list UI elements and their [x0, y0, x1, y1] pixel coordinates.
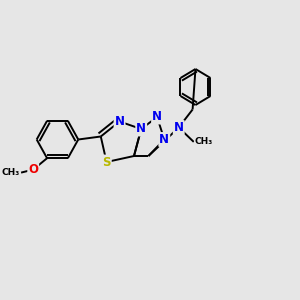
Text: S: S: [102, 155, 111, 169]
Text: N: N: [174, 121, 184, 134]
Text: CH₃: CH₃: [195, 137, 213, 146]
Text: O: O: [28, 163, 38, 176]
Text: CH₃: CH₃: [2, 168, 20, 177]
Text: N: N: [136, 122, 146, 136]
Text: N: N: [152, 110, 162, 124]
Text: N: N: [115, 115, 124, 128]
Text: N: N: [159, 133, 169, 146]
